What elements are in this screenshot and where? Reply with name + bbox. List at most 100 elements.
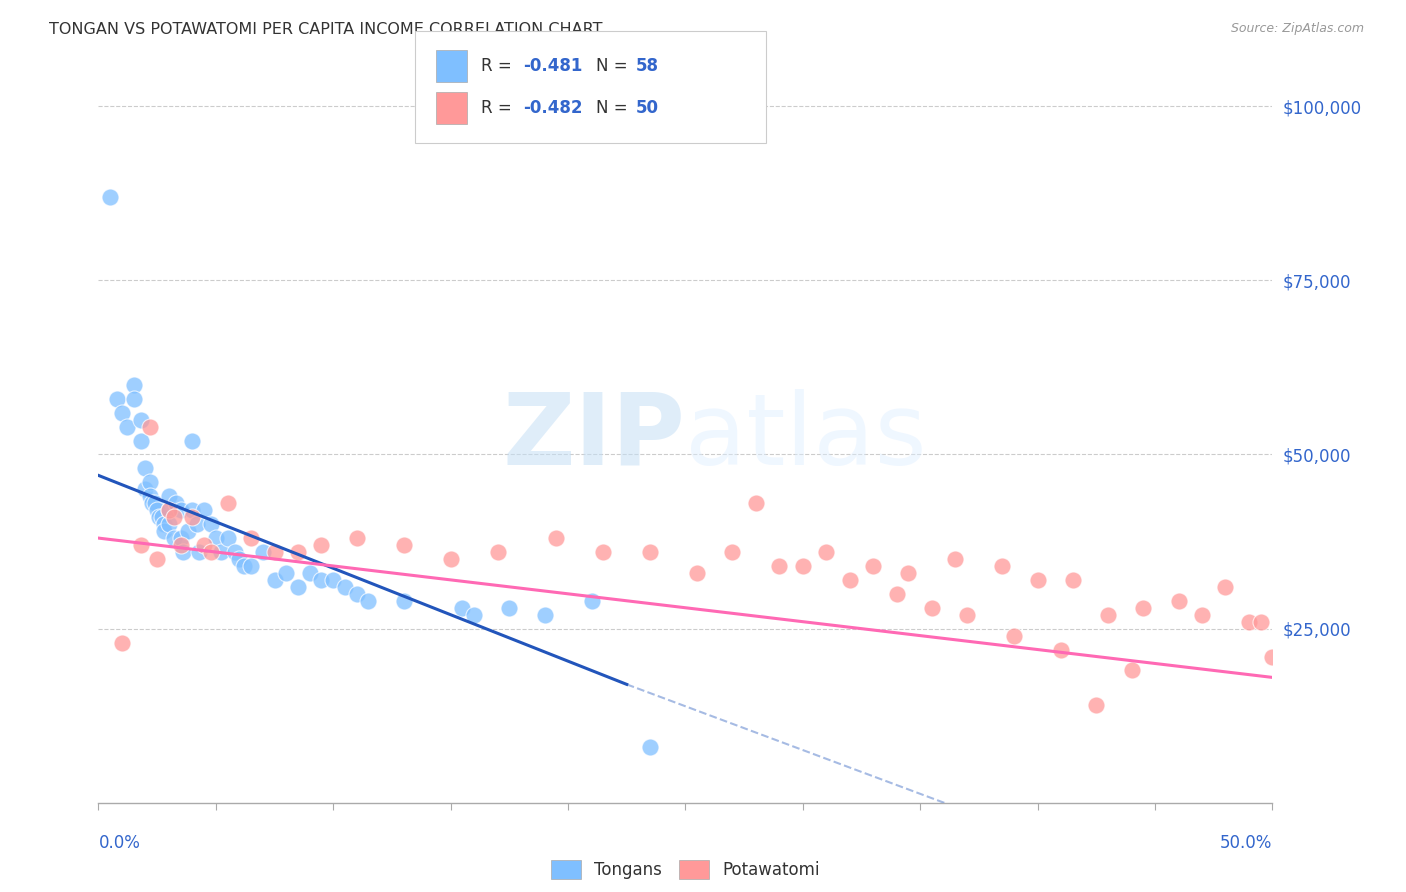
- Point: [357, 594, 380, 608]
- Point: [115, 419, 138, 434]
- Point: [1050, 642, 1073, 657]
- Point: [146, 552, 169, 566]
- Point: [172, 545, 194, 559]
- Point: [162, 531, 184, 545]
- Point: [263, 573, 285, 587]
- Point: [1002, 629, 1025, 643]
- Point: [1085, 698, 1108, 713]
- Point: [252, 545, 274, 559]
- Point: [346, 531, 368, 545]
- Point: [298, 566, 321, 580]
- Point: [1191, 607, 1213, 622]
- Point: [1132, 600, 1154, 615]
- Point: [1237, 615, 1260, 629]
- Point: [451, 600, 474, 615]
- Point: [162, 510, 184, 524]
- Point: [188, 545, 211, 559]
- Point: [945, 552, 967, 566]
- Point: [240, 558, 263, 573]
- Point: [1062, 573, 1084, 587]
- Point: [287, 545, 309, 559]
- Point: [1250, 615, 1272, 629]
- Point: [153, 517, 176, 532]
- Point: [792, 558, 814, 573]
- Point: [205, 531, 228, 545]
- Point: [148, 510, 170, 524]
- Point: [592, 545, 614, 559]
- Point: [150, 510, 173, 524]
- Point: [129, 434, 152, 448]
- Point: [157, 517, 180, 532]
- Point: [169, 503, 191, 517]
- Point: [134, 461, 156, 475]
- Point: [181, 510, 204, 524]
- Point: [176, 524, 198, 538]
- Point: [991, 558, 1014, 573]
- Point: [139, 419, 162, 434]
- Point: [1097, 607, 1119, 622]
- Text: ZIP: ZIP: [502, 389, 686, 485]
- Point: [200, 517, 222, 532]
- Point: [233, 558, 256, 573]
- Point: [143, 496, 166, 510]
- Point: [287, 580, 309, 594]
- Text: TONGAN VS POTAWATOMI PER CAPITA INCOME CORRELATION CHART: TONGAN VS POTAWATOMI PER CAPITA INCOME C…: [49, 22, 603, 37]
- Point: [129, 412, 152, 426]
- Point: [217, 496, 239, 510]
- Legend: Tongans, Potawatomi: Tongans, Potawatomi: [544, 854, 827, 886]
- Point: [169, 531, 191, 545]
- Point: [263, 545, 285, 559]
- Point: [1121, 664, 1143, 678]
- Point: [886, 587, 908, 601]
- Point: [638, 545, 661, 559]
- Point: [581, 594, 603, 608]
- Point: [276, 566, 298, 580]
- Text: N =: N =: [596, 57, 633, 75]
- Point: [209, 545, 232, 559]
- Point: [122, 377, 145, 392]
- Point: [141, 496, 163, 510]
- Text: R =: R =: [481, 99, 517, 117]
- Text: -0.481: -0.481: [523, 57, 582, 75]
- Point: [146, 503, 169, 517]
- Point: [486, 545, 509, 559]
- Point: [862, 558, 884, 573]
- Point: [181, 434, 204, 448]
- Point: [392, 538, 415, 552]
- Point: [311, 538, 333, 552]
- Point: [228, 552, 250, 566]
- Point: [1215, 580, 1237, 594]
- Point: [157, 503, 180, 517]
- Point: [200, 545, 222, 559]
- Point: [111, 635, 134, 649]
- Point: [392, 594, 415, 608]
- Text: 0.0%: 0.0%: [98, 834, 141, 852]
- Point: [721, 545, 744, 559]
- Point: [129, 538, 152, 552]
- Point: [440, 552, 463, 566]
- Point: [193, 503, 215, 517]
- Point: [224, 545, 246, 559]
- Point: [193, 538, 215, 552]
- Point: [897, 566, 920, 580]
- Point: [533, 607, 555, 622]
- Point: [240, 531, 263, 545]
- Point: [498, 600, 520, 615]
- Point: [1167, 594, 1189, 608]
- Point: [134, 483, 156, 497]
- Point: [463, 607, 485, 622]
- Point: [311, 573, 333, 587]
- Point: [98, 190, 121, 204]
- Point: [815, 545, 838, 559]
- Point: [322, 573, 344, 587]
- Point: [153, 524, 176, 538]
- Point: [546, 531, 568, 545]
- Point: [157, 503, 180, 517]
- Point: [838, 573, 860, 587]
- Point: [686, 566, 709, 580]
- Text: Source: ZipAtlas.com: Source: ZipAtlas.com: [1230, 22, 1364, 36]
- Point: [186, 517, 208, 532]
- Point: [139, 489, 162, 503]
- Point: [745, 496, 768, 510]
- Text: 50: 50: [636, 99, 658, 117]
